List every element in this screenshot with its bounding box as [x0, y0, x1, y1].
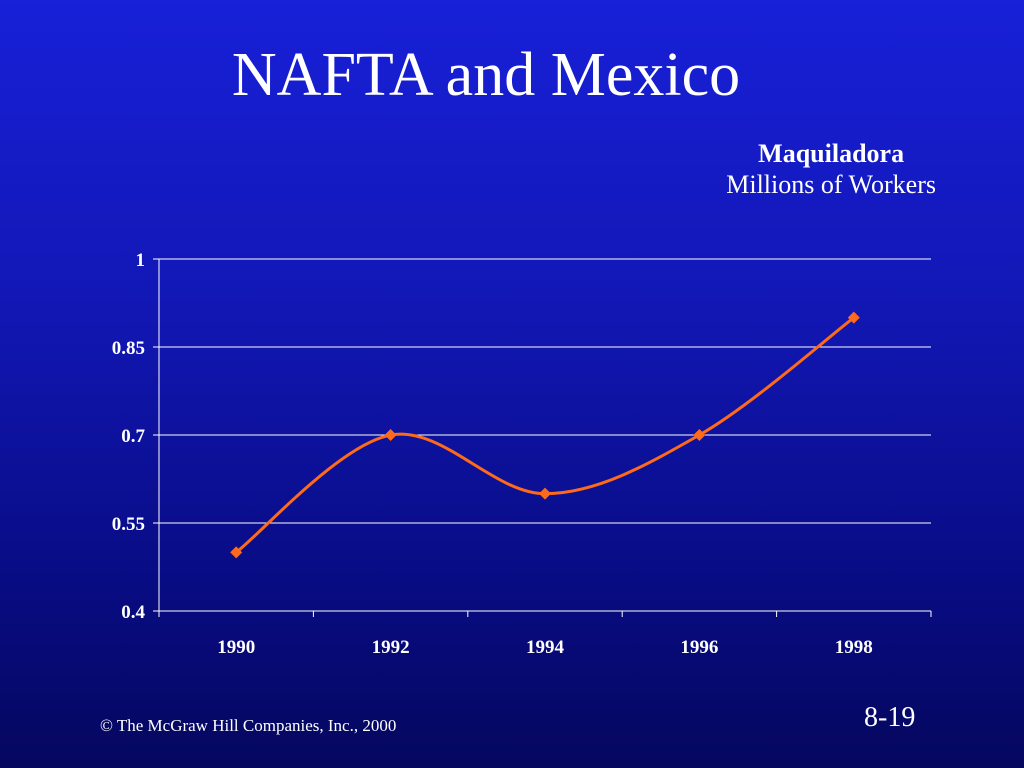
- y-tick-label: 0.7: [121, 426, 145, 447]
- data-point-marker: [384, 429, 397, 441]
- data-point-marker: [847, 311, 860, 324]
- copyright-footer: © The McGraw Hill Companies, Inc., 2000: [100, 716, 397, 735]
- chart-title-block: Maquiladora Millions of Workers: [726, 138, 936, 200]
- slide-title: NAFTA and Mexico: [231, 41, 741, 109]
- x-tick-label: 1998: [835, 637, 873, 658]
- x-tick-label: 1990: [217, 637, 255, 658]
- x-tick-label: 1996: [680, 637, 718, 658]
- y-tick-label: 1: [136, 250, 146, 271]
- y-tick-label: 0.4: [121, 602, 145, 623]
- chart-title: Maquiladora: [758, 139, 905, 168]
- data-point-marker: [693, 429, 706, 441]
- data-point-marker: [539, 487, 551, 500]
- chart-subtitle: Millions of Workers: [726, 170, 936, 200]
- data-point-marker: [230, 546, 243, 559]
- x-tick-label: 1994: [526, 637, 565, 658]
- y-tick-label: 0.55: [112, 514, 145, 535]
- x-tick-label: 1992: [372, 637, 410, 658]
- slide-number: 8-19: [864, 702, 916, 733]
- y-tick-label: 0.85: [112, 338, 145, 359]
